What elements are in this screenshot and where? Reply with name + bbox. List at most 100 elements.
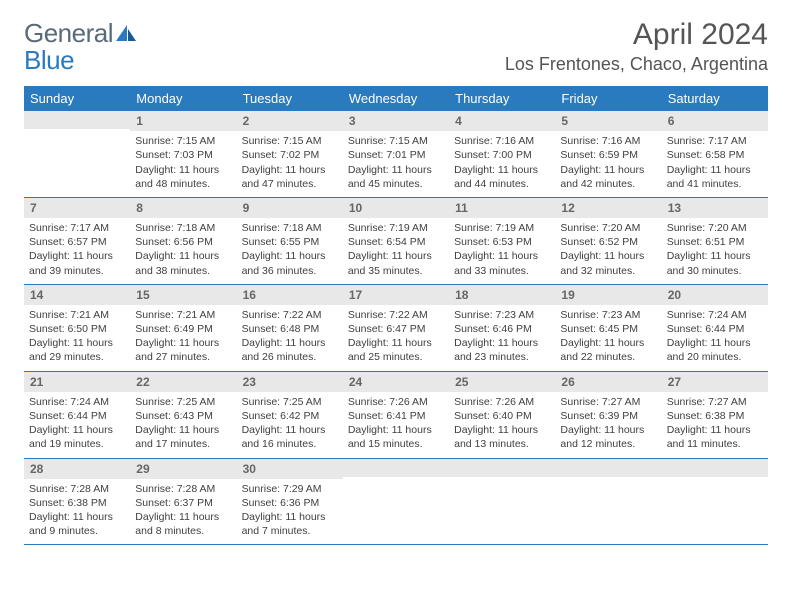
day-cell: 28Sunrise: 7:28 AMSunset: 6:38 PMDayligh… <box>24 459 130 545</box>
daylight-text: Daylight: 11 hours and 16 minutes. <box>242 423 338 451</box>
weekday-monday: Monday <box>130 86 236 111</box>
sunset-text: Sunset: 6:43 PM <box>135 409 231 423</box>
day-cell: 25Sunrise: 7:26 AMSunset: 6:40 PMDayligh… <box>449 372 555 458</box>
day-cell: 17Sunrise: 7:22 AMSunset: 6:47 PMDayligh… <box>343 285 449 371</box>
day-cell: 11Sunrise: 7:19 AMSunset: 6:53 PMDayligh… <box>449 198 555 284</box>
daylight-text: Daylight: 11 hours and 9 minutes. <box>29 510 125 538</box>
day-number: 13 <box>662 198 768 218</box>
sunrise-text: Sunrise: 7:23 AM <box>560 308 656 322</box>
day-number <box>24 111 130 129</box>
day-number: 7 <box>24 198 130 218</box>
daylight-text: Daylight: 11 hours and 39 minutes. <box>29 249 125 277</box>
sunset-text: Sunset: 7:01 PM <box>348 148 444 162</box>
daylight-text: Daylight: 11 hours and 20 minutes. <box>667 336 763 364</box>
daylight-text: Daylight: 11 hours and 42 minutes. <box>560 163 656 191</box>
day-cell: 24Sunrise: 7:26 AMSunset: 6:41 PMDayligh… <box>343 372 449 458</box>
daylight-text: Daylight: 11 hours and 22 minutes. <box>560 336 656 364</box>
sunset-text: Sunset: 6:48 PM <box>242 322 338 336</box>
sunrise-text: Sunrise: 7:28 AM <box>29 482 125 496</box>
day-cell <box>555 459 661 545</box>
day-number: 3 <box>343 111 449 131</box>
page-header: General Blue April 2024 Los Frentones, C… <box>24 18 768 76</box>
daylight-text: Daylight: 11 hours and 29 minutes. <box>29 336 125 364</box>
day-cell: 13Sunrise: 7:20 AMSunset: 6:51 PMDayligh… <box>662 198 768 284</box>
day-number <box>555 459 661 477</box>
sunrise-text: Sunrise: 7:16 AM <box>560 134 656 148</box>
week-row: 14Sunrise: 7:21 AMSunset: 6:50 PMDayligh… <box>24 285 768 372</box>
sunset-text: Sunset: 6:44 PM <box>667 322 763 336</box>
day-number: 10 <box>343 198 449 218</box>
daylight-text: Daylight: 11 hours and 12 minutes. <box>560 423 656 451</box>
sunset-text: Sunset: 6:40 PM <box>454 409 550 423</box>
sunrise-text: Sunrise: 7:19 AM <box>454 221 550 235</box>
week-row: 1Sunrise: 7:15 AMSunset: 7:03 PMDaylight… <box>24 111 768 198</box>
weekday-thursday: Thursday <box>449 86 555 111</box>
daylight-text: Daylight: 11 hours and 7 minutes. <box>242 510 338 538</box>
day-number: 21 <box>24 372 130 392</box>
day-cell <box>662 459 768 545</box>
day-number: 18 <box>449 285 555 305</box>
sunrise-text: Sunrise: 7:21 AM <box>135 308 231 322</box>
sunset-text: Sunset: 6:59 PM <box>560 148 656 162</box>
day-cell: 30Sunrise: 7:29 AMSunset: 6:36 PMDayligh… <box>237 459 343 545</box>
sunrise-text: Sunrise: 7:24 AM <box>667 308 763 322</box>
sunrise-text: Sunrise: 7:17 AM <box>667 134 763 148</box>
day-cell <box>24 111 130 197</box>
brand-part2: Blue <box>24 45 137 76</box>
day-number: 17 <box>343 285 449 305</box>
sunset-text: Sunset: 6:49 PM <box>135 322 231 336</box>
daylight-text: Daylight: 11 hours and 23 minutes. <box>454 336 550 364</box>
sunrise-text: Sunrise: 7:25 AM <box>135 395 231 409</box>
weekday-saturday: Saturday <box>662 86 768 111</box>
sunrise-text: Sunrise: 7:18 AM <box>135 221 231 235</box>
daylight-text: Daylight: 11 hours and 32 minutes. <box>560 249 656 277</box>
day-cell: 23Sunrise: 7:25 AMSunset: 6:42 PMDayligh… <box>237 372 343 458</box>
sunset-text: Sunset: 6:55 PM <box>242 235 338 249</box>
day-number: 19 <box>555 285 661 305</box>
weekday-friday: Friday <box>555 86 661 111</box>
sail-icon <box>115 24 137 47</box>
daylight-text: Daylight: 11 hours and 36 minutes. <box>242 249 338 277</box>
day-cell: 7Sunrise: 7:17 AMSunset: 6:57 PMDaylight… <box>24 198 130 284</box>
day-number: 22 <box>130 372 236 392</box>
day-cell: 10Sunrise: 7:19 AMSunset: 6:54 PMDayligh… <box>343 198 449 284</box>
sunrise-text: Sunrise: 7:20 AM <box>667 221 763 235</box>
sunrise-text: Sunrise: 7:22 AM <box>348 308 444 322</box>
day-cell: 15Sunrise: 7:21 AMSunset: 6:49 PMDayligh… <box>130 285 236 371</box>
sunset-text: Sunset: 6:39 PM <box>560 409 656 423</box>
day-cell: 20Sunrise: 7:24 AMSunset: 6:44 PMDayligh… <box>662 285 768 371</box>
day-cell: 1Sunrise: 7:15 AMSunset: 7:03 PMDaylight… <box>130 111 236 197</box>
sunset-text: Sunset: 7:00 PM <box>454 148 550 162</box>
day-cell: 12Sunrise: 7:20 AMSunset: 6:52 PMDayligh… <box>555 198 661 284</box>
day-cell: 26Sunrise: 7:27 AMSunset: 6:39 PMDayligh… <box>555 372 661 458</box>
daylight-text: Daylight: 11 hours and 8 minutes. <box>135 510 231 538</box>
sunrise-text: Sunrise: 7:15 AM <box>135 134 231 148</box>
daylight-text: Daylight: 11 hours and 17 minutes. <box>135 423 231 451</box>
sunrise-text: Sunrise: 7:22 AM <box>242 308 338 322</box>
day-number: 8 <box>130 198 236 218</box>
month-year: April 2024 <box>505 18 768 52</box>
weekday-wednesday: Wednesday <box>343 86 449 111</box>
sunset-text: Sunset: 6:52 PM <box>560 235 656 249</box>
day-cell: 4Sunrise: 7:16 AMSunset: 7:00 PMDaylight… <box>449 111 555 197</box>
daylight-text: Daylight: 11 hours and 47 minutes. <box>242 163 338 191</box>
sunrise-text: Sunrise: 7:23 AM <box>454 308 550 322</box>
day-number <box>343 459 449 477</box>
day-number: 15 <box>130 285 236 305</box>
sunrise-text: Sunrise: 7:28 AM <box>135 482 231 496</box>
sunset-text: Sunset: 6:38 PM <box>29 496 125 510</box>
sunrise-text: Sunrise: 7:19 AM <box>348 221 444 235</box>
daylight-text: Daylight: 11 hours and 19 minutes. <box>29 423 125 451</box>
day-cell: 18 Sunrise: 7:23 AMSunset: 6:46 PMDayligh… <box>449 285 555 371</box>
title-block: April 2024 Los Frentones, Chaco, Argenti… <box>505 18 768 75</box>
sunrise-text: Sunrise: 7:15 AM <box>242 134 338 148</box>
sunrise-text: Sunrise: 7:18 AM <box>242 221 338 235</box>
sunset-text: Sunset: 6:58 PM <box>667 148 763 162</box>
sunrise-text: Sunrise: 7:27 AM <box>560 395 656 409</box>
sunset-text: Sunset: 6:42 PM <box>242 409 338 423</box>
sunset-text: Sunset: 6:46 PM <box>454 322 550 336</box>
day-number: 29 <box>130 459 236 479</box>
daylight-text: Daylight: 11 hours and 38 minutes. <box>135 249 231 277</box>
day-number: 25 <box>449 372 555 392</box>
day-cell <box>343 459 449 545</box>
